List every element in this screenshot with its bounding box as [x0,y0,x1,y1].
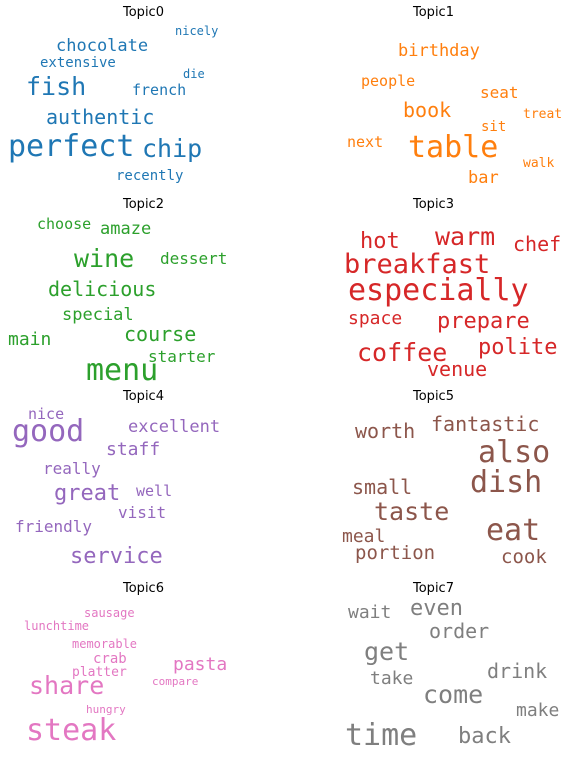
panel-title: Topic2 [122,197,164,212]
cloud-word: order [429,619,489,643]
cloud-word: authentic [46,105,154,129]
cloud-word: people [361,72,415,90]
panel-title: Topic6 [122,581,164,596]
cloud-word: menu [86,353,158,388]
cloud-word: also [478,435,550,470]
topic-panel: Topic1 table book birthday bar seat people next… [347,5,562,188]
cloud-word: choose [37,215,91,233]
cloud-word: table [408,130,498,165]
cloud-word: hungry [86,703,126,716]
cloud-word: fantastic [431,412,539,436]
cloud-word: service [70,544,163,569]
cloud-word: nice [28,405,64,423]
cloud-word: extensive [40,55,116,71]
cloud-word: eat [486,513,540,548]
panel-title: Topic3 [412,197,454,212]
cloud-word: small [352,475,412,499]
cloud-word: platter [72,665,127,680]
cloud-word: book [403,98,451,122]
cloud-word: birthday [398,41,480,61]
cloud-word: wine [74,244,134,273]
topic-panel: Topic2 menu wine course delicious main special… [8,197,227,388]
cloud-word: share [29,671,104,700]
cloud-word: wait [348,602,391,623]
cloud-word: next [347,133,383,151]
cloud-word: staff [106,439,160,460]
cloud-word: recently [116,168,183,184]
cloud-word: dessert [160,249,227,268]
cloud-word: memorable [72,637,137,651]
cloud-word: bar [468,168,499,188]
cloud-word: cook [501,546,547,568]
cloud-word: great [54,481,120,506]
cloud-word: coffee [357,338,447,367]
cloud-word: pasta [173,654,227,675]
cloud-word: warm [435,222,495,251]
cloud-word: nicely [175,24,218,38]
cloud-word: friendly [15,517,92,536]
cloud-word: special [62,305,134,325]
cloud-word: meal [342,526,385,547]
cloud-word: especially [348,273,529,308]
cloud-word: back [458,724,511,749]
cloud-word: portion [355,542,435,564]
cloud-word: drink [487,659,547,683]
cloud-word: polite [478,335,557,360]
cloud-word: excellent [128,417,220,437]
cloud-word: french [132,81,186,99]
cloud-word: compare [152,675,198,688]
cloud-word: visit [118,503,166,522]
cloud-word: sit [481,119,506,135]
cloud-word: dish [470,465,542,500]
topic-panel: Topic0 perfect chip fish authentic chocolate f… [8,5,218,184]
cloud-word: good [12,414,84,449]
cloud-word: breakfast [344,249,490,280]
cloud-word: make [516,700,559,721]
cloud-word: walk [523,156,554,171]
cloud-word: fish [26,72,86,101]
cloud-word: steak [26,713,116,748]
cloud-word: hot [360,229,400,254]
cloud-word: prepare [437,309,530,334]
cloud-word: take [370,668,413,689]
cloud-word: die [183,67,205,81]
cloud-word: time [345,718,417,753]
cloud-word: venue [427,357,487,381]
cloud-word: space [348,308,402,329]
cloud-word: really [43,459,101,478]
panel-title: Topic1 [412,5,454,20]
cloud-word: chip [142,134,202,163]
cloud-word: main [8,329,51,350]
cloud-word: get [364,637,409,666]
cloud-word: crab [93,651,127,667]
cloud-word: chocolate [56,36,148,56]
cloud-word: taste [374,497,449,526]
cloud-word: chef [513,232,561,256]
cloud-word: perfect [8,129,134,164]
cloud-word: even [410,596,463,621]
cloud-word: seat [480,83,519,102]
cloud-word: worth [355,419,415,443]
panel-title: Topic4 [122,389,164,404]
cloud-word: amaze [100,219,151,239]
cloud-word: sausage [84,606,135,620]
cloud-word: course [124,322,196,346]
cloud-word: starter [148,347,216,366]
panel-title: Topic0 [122,5,164,20]
cloud-word: treat [523,107,562,122]
panel-title: Topic7 [412,581,454,596]
panel-title: Topic5 [412,389,454,404]
cloud-word: delicious [48,277,156,301]
cloud-word: lunchtime [24,619,89,633]
cloud-word: come [423,680,483,709]
cloud-word: well [136,482,172,500]
